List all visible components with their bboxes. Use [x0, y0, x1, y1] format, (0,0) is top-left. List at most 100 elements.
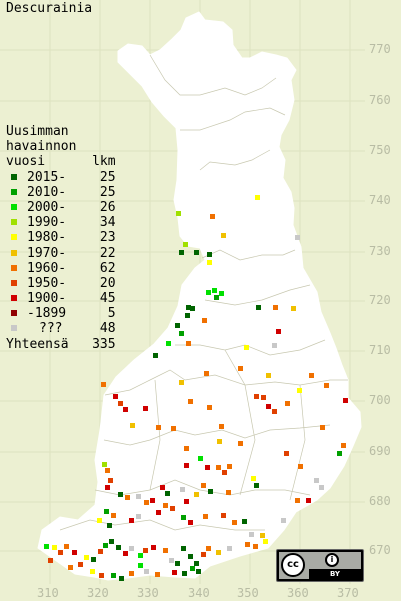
- legend-header-line-3: vuosi lkm: [6, 154, 116, 170]
- observation-square: [249, 532, 254, 537]
- observation-square: [188, 554, 193, 559]
- y-tick-label: 730: [369, 244, 391, 258]
- legend-row-label: 1980-: [27, 230, 67, 246]
- observation-square: [91, 557, 96, 562]
- observation-square: [261, 395, 266, 400]
- observation-square: [179, 380, 184, 385]
- observation-square: [129, 518, 134, 523]
- observation-square: [184, 446, 189, 451]
- observation-square: [256, 305, 261, 310]
- observation-square: [255, 195, 260, 200]
- observation-square: [160, 485, 165, 490]
- observation-square: [184, 463, 189, 468]
- legend-row-count: 26: [99, 199, 116, 215]
- observation-square: [44, 544, 49, 549]
- legend-row-count: 45: [99, 291, 116, 307]
- observation-square: [156, 510, 161, 515]
- observation-square: [284, 451, 289, 456]
- observation-square: [186, 341, 191, 346]
- observation-square: [297, 388, 302, 393]
- observation-square: [179, 250, 184, 255]
- legend-swatch: [11, 203, 17, 210]
- observation-square: [190, 566, 195, 571]
- observation-square: [295, 235, 300, 240]
- observation-square: [207, 260, 212, 265]
- observation-square: [206, 546, 211, 551]
- observation-square: [104, 509, 109, 514]
- observation-square: [180, 487, 185, 492]
- observation-square: [116, 545, 121, 550]
- observation-square: [203, 514, 208, 519]
- observation-square: [272, 409, 277, 414]
- legend-row-count: 23: [99, 230, 116, 246]
- observation-square: [226, 490, 231, 495]
- observation-square: [238, 441, 243, 446]
- observation-square: [232, 520, 237, 525]
- observation-square: [216, 550, 221, 555]
- legend-row-label: 2000-: [27, 199, 67, 215]
- observation-square: [123, 407, 128, 412]
- observation-square: [227, 464, 232, 469]
- observation-square: [176, 211, 181, 216]
- observation-square: [52, 545, 57, 550]
- observation-square: [208, 489, 213, 494]
- y-tick-label: 710: [369, 343, 391, 357]
- observation-square: [295, 498, 300, 503]
- observation-square: [319, 485, 324, 490]
- legend-swatch: [11, 264, 17, 271]
- legend-rows: 2015- 25 2010- 25 2000- 26 1990- 34 1980- 23 1970-…: [6, 170, 116, 337]
- observation-square: [136, 514, 141, 519]
- observation-square: [190, 306, 195, 311]
- observation-square: [285, 401, 290, 406]
- legend-row: 2000- 26: [6, 200, 116, 215]
- legend-swatch: [11, 188, 17, 195]
- observation-square: [181, 515, 186, 520]
- observation-dots: [44, 195, 348, 581]
- legend-row: -1899 5: [6, 306, 116, 321]
- legend-row: 1980- 23: [6, 230, 116, 245]
- license-by-label: BY: [309, 569, 361, 579]
- observation-square: [260, 533, 265, 538]
- legend-row-label: 1990-: [27, 215, 67, 231]
- legend-swatch: [11, 173, 17, 180]
- observation-square: [58, 550, 63, 555]
- observation-square: [119, 576, 124, 581]
- legend-row-label: ???: [39, 321, 63, 337]
- observation-square: [84, 555, 89, 560]
- observation-square: [198, 456, 203, 461]
- y-tick-label: 760: [369, 93, 391, 107]
- observation-square: [276, 329, 281, 334]
- observation-square: [123, 551, 128, 556]
- observation-square: [210, 214, 215, 219]
- observation-square: [273, 305, 278, 310]
- observation-square: [170, 506, 175, 511]
- x-tick-label: 310: [37, 586, 59, 600]
- legend-row: 1900- 45: [6, 291, 116, 306]
- observation-square: [156, 425, 161, 430]
- legend-row-count: 34: [99, 215, 116, 231]
- legend-swatch: [11, 219, 17, 226]
- observation-square: [202, 318, 207, 323]
- observation-square: [238, 366, 243, 371]
- observation-square: [125, 495, 130, 500]
- legend-total-count: 335: [92, 336, 116, 352]
- legend-row-count: 25: [99, 184, 116, 200]
- observation-square: [253, 544, 258, 549]
- legend-row: 1960- 62: [6, 261, 116, 276]
- observation-square: [227, 546, 232, 551]
- observation-square: [182, 571, 187, 576]
- observation-square: [222, 470, 227, 475]
- observation-square: [163, 503, 168, 508]
- legend-row-label: 1900-: [27, 291, 67, 307]
- observation-square: [166, 341, 171, 346]
- legend-row-count: 48: [99, 321, 116, 337]
- y-tick-label: 690: [369, 444, 391, 458]
- cc-by-license-badge[interactable]: cc i BY: [276, 549, 364, 582]
- observation-square: [242, 519, 247, 524]
- finland-outline: [37, 11, 362, 581]
- cc-icon: cc: [281, 553, 305, 577]
- y-tick-label: 770: [369, 42, 391, 56]
- observation-square: [251, 476, 256, 481]
- legend-row: 2015- 25: [6, 170, 116, 185]
